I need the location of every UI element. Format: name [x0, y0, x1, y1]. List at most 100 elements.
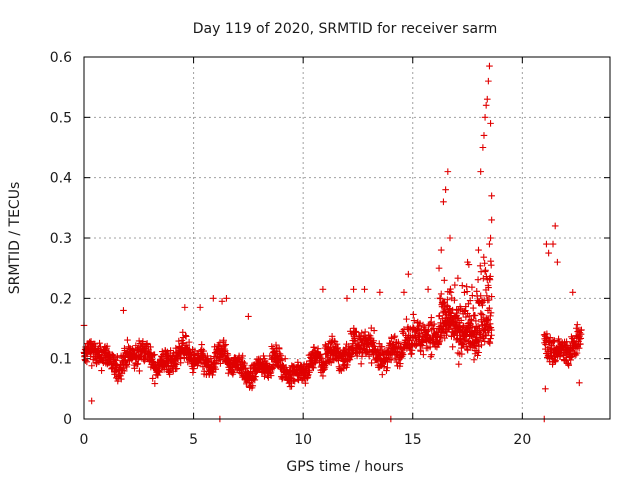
data-point — [464, 346, 471, 354]
data-point — [444, 168, 452, 175]
data-point — [216, 339, 224, 346]
data-point — [472, 317, 480, 325]
data-point — [472, 327, 479, 334]
data-point — [483, 292, 491, 300]
data-point — [224, 351, 232, 359]
data-point — [430, 320, 438, 328]
data-point — [477, 292, 484, 300]
data-point — [478, 341, 485, 349]
data-point — [486, 339, 494, 347]
data-point — [487, 234, 494, 242]
data-point — [181, 304, 189, 311]
data-point — [352, 328, 359, 335]
data-point — [446, 234, 454, 242]
data-point — [353, 328, 360, 336]
data-point — [241, 359, 248, 367]
data-point — [378, 343, 386, 350]
data-point — [481, 114, 489, 121]
data-point — [357, 360, 365, 368]
data-point — [485, 296, 493, 304]
data-point — [317, 351, 324, 359]
data-point — [88, 397, 95, 405]
data-point — [479, 144, 487, 151]
data-point — [400, 289, 408, 296]
data-point — [480, 132, 488, 139]
data-point — [124, 336, 131, 344]
data-point — [576, 379, 583, 387]
data-point — [370, 337, 378, 345]
data-point — [164, 348, 171, 356]
data-point — [310, 344, 318, 351]
data-point — [151, 380, 159, 387]
data-point — [565, 362, 572, 369]
data-points — [80, 62, 585, 423]
data-point — [255, 355, 263, 363]
data-point — [442, 301, 450, 309]
data-point — [443, 331, 450, 339]
data-point — [485, 284, 492, 291]
x-tick-label: 20 — [513, 432, 531, 448]
data-point — [410, 311, 417, 318]
data-point — [182, 333, 190, 340]
data-point — [551, 337, 558, 344]
x-axis-label: GPS time / hours — [286, 459, 403, 475]
data-point — [251, 376, 259, 384]
data-point — [477, 310, 485, 317]
data-point — [486, 304, 493, 312]
data-point — [481, 326, 488, 333]
y-tick-label: 0.4 — [50, 171, 72, 187]
data-point — [461, 328, 469, 336]
data-point — [481, 259, 488, 267]
data-point — [458, 350, 466, 358]
x-tick-label: 0 — [80, 432, 89, 448]
data-point — [117, 375, 125, 383]
y-tick-label: 0.6 — [50, 50, 72, 66]
data-point — [545, 249, 552, 257]
data-point — [442, 186, 449, 194]
data-point — [403, 315, 410, 323]
data-point — [361, 328, 369, 336]
data-point — [123, 361, 131, 368]
data-point — [439, 300, 446, 308]
data-point — [478, 311, 486, 318]
data-point — [447, 289, 455, 296]
data-point — [569, 289, 577, 296]
data-point — [149, 375, 156, 382]
data-point — [230, 368, 237, 376]
data-point — [306, 368, 313, 376]
data-point — [358, 353, 366, 360]
y-tick-labels: 0 0.1 0.2 0.3 0.4 0.5 0.6 — [50, 50, 72, 428]
data-point — [302, 379, 309, 387]
data-point — [177, 359, 184, 367]
data-point — [477, 168, 484, 175]
data-point — [437, 290, 445, 298]
data-point — [277, 352, 285, 360]
y-tick-label: 0 — [63, 412, 72, 428]
data-point — [131, 364, 138, 372]
data-point — [134, 360, 142, 368]
y-tick-label: 0.1 — [50, 352, 72, 368]
data-point — [455, 319, 463, 326]
data-point — [475, 246, 482, 254]
data-point — [475, 349, 482, 356]
data-point — [473, 323, 480, 331]
data-point — [464, 258, 471, 266]
data-point — [437, 295, 444, 302]
data-point — [405, 270, 412, 278]
data-point — [390, 334, 398, 341]
data-point — [279, 361, 286, 369]
data-point — [488, 331, 495, 339]
y-tick-label: 0.2 — [50, 291, 72, 307]
data-point — [552, 357, 559, 364]
data-point — [376, 289, 384, 296]
data-point — [225, 369, 232, 377]
data-point — [440, 198, 447, 206]
data-point — [449, 343, 456, 351]
chart-title: Day 119 of 2020, SRMTID for receiver sar… — [193, 21, 497, 37]
data-point — [185, 338, 193, 346]
data-point — [136, 367, 143, 375]
data-point — [451, 321, 459, 329]
data-point — [361, 285, 368, 293]
data-point — [408, 346, 416, 354]
data-point — [365, 352, 373, 360]
